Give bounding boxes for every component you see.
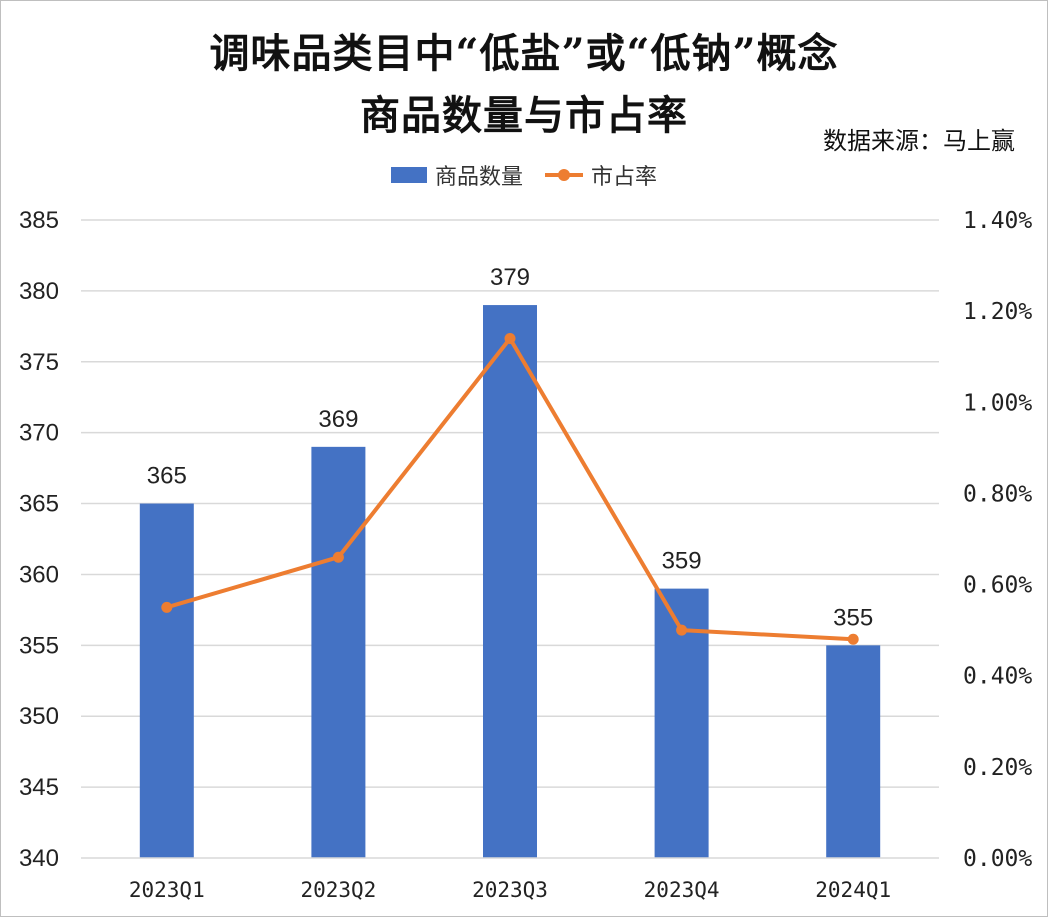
legend-item-line: 市占率 — [545, 159, 657, 191]
y-right-tick-label: 1.40% — [963, 208, 1032, 234]
chart-title-line2: 商品数量与市占率 — [360, 92, 688, 139]
y-left-tick-label: 370 — [19, 420, 59, 447]
line-point — [332, 551, 344, 563]
y-left-tick-label: 375 — [19, 349, 59, 376]
legend-line-label: 市占率 — [591, 165, 658, 190]
bar-data-label: 379 — [490, 264, 530, 291]
y-left-tick-label: 360 — [19, 561, 59, 588]
x-tick-label: 2023Q3 — [472, 878, 548, 902]
bar — [311, 446, 366, 858]
bar — [139, 503, 194, 858]
bar — [483, 305, 537, 859]
chart-legend: 商品数量 市占率 — [1, 159, 1047, 191]
y-left-tick-label: 340 — [19, 845, 59, 872]
line-point — [847, 633, 859, 645]
x-tick-label: 2023Q2 — [300, 878, 376, 902]
x-tick-label: 2023Q1 — [129, 878, 205, 902]
y-left-tick-label: 350 — [19, 703, 59, 730]
x-tick-label: 2024Q1 — [815, 878, 891, 902]
bar-data-label: 359 — [662, 548, 702, 575]
y-right-tick-label: 0.60% — [963, 573, 1032, 599]
y-right-tick-label: 0.40% — [963, 664, 1032, 690]
y-left-tick-label: 355 — [19, 632, 59, 659]
y-right-tick-label: 0.80% — [963, 481, 1032, 507]
y-left-tick-label: 365 — [19, 491, 59, 518]
line-point — [504, 332, 516, 344]
y-right-tick-label: 1.00% — [963, 390, 1032, 416]
line-point — [676, 624, 688, 636]
legend-bar-swatch — [390, 167, 427, 183]
bar-data-label: 355 — [833, 604, 873, 631]
y-left-tick-label: 385 — [19, 207, 59, 234]
legend-bar-label: 商品数量 — [434, 165, 523, 190]
chart-title-line1: 调味品类目中“低盐”或“低钠”概念 — [209, 30, 839, 77]
x-tick-label: 2023Q4 — [644, 878, 720, 902]
bar-data-label: 369 — [318, 406, 358, 433]
y-left-tick-label: 380 — [19, 278, 59, 305]
y-right-tick-label: 1.20% — [963, 299, 1032, 325]
legend-item-bar: 商品数量 — [390, 159, 523, 191]
y-right-tick-label: 0.20% — [963, 755, 1032, 781]
data-source-note: 数据来源：马上赢 — [823, 127, 1015, 155]
bar-data-label: 365 — [147, 463, 187, 490]
y-right-tick-label: 0.00% — [963, 846, 1032, 872]
bar — [826, 645, 881, 858]
y-left-tick-label: 345 — [19, 774, 59, 801]
line-point — [161, 601, 173, 613]
legend-line-swatch — [545, 169, 583, 181]
